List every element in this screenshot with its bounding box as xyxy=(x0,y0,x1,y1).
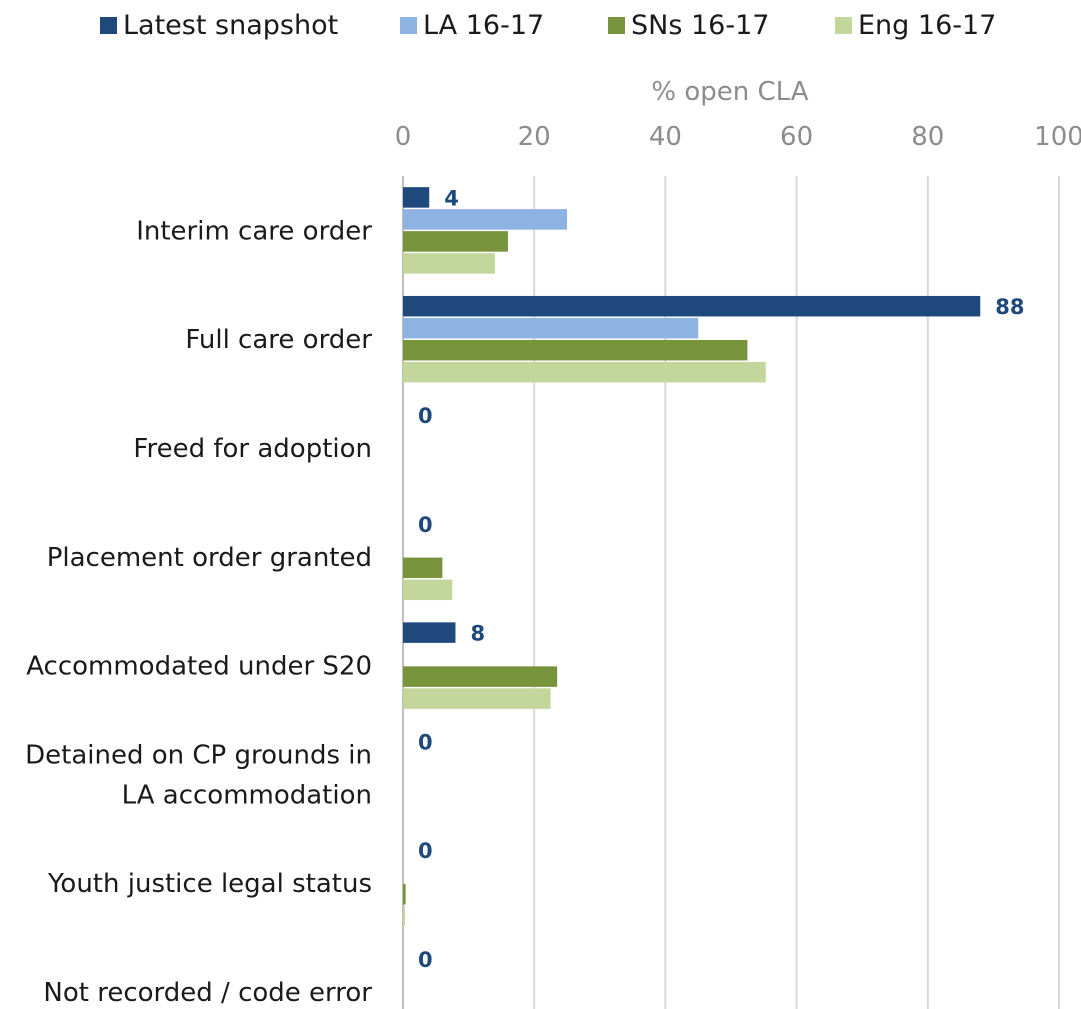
legend-swatch xyxy=(100,16,117,34)
bar xyxy=(403,339,748,361)
data-label: 0 xyxy=(418,730,433,754)
bar xyxy=(403,253,495,274)
legend-swatch xyxy=(400,16,417,34)
bars xyxy=(403,187,981,927)
bar xyxy=(403,905,405,927)
x-axis-label: % open CLA xyxy=(651,77,808,107)
bar xyxy=(403,361,766,383)
x-tick-label: 100 xyxy=(1034,122,1081,152)
legend-item-sns-16-17: SNs 16-17 xyxy=(608,8,769,42)
category-label: Youth justice legal status xyxy=(47,869,372,899)
legend-swatch xyxy=(608,16,625,34)
bar xyxy=(403,666,558,687)
bar xyxy=(403,622,456,643)
x-axis-ticks: 0 20 40 60 80 100 xyxy=(395,122,1081,152)
bar xyxy=(403,231,508,252)
bar xyxy=(403,579,453,601)
data-label: 0 xyxy=(418,513,433,537)
x-tick-label: 20 xyxy=(518,122,551,152)
x-tick-label: 0 xyxy=(395,122,412,152)
data-labels: 4 88 0 0 8 0 0 0 xyxy=(418,186,1025,972)
bar xyxy=(403,295,981,317)
bar xyxy=(403,688,551,709)
category-label: Detained on CP grounds in LA accommodatio… xyxy=(25,740,372,810)
bar xyxy=(403,187,430,208)
category-label: Placement order granted xyxy=(47,543,372,573)
category-label: Freed for adoption xyxy=(133,434,372,464)
data-label: 0 xyxy=(418,404,433,428)
data-label: 88 xyxy=(995,295,1024,319)
data-label: 4 xyxy=(444,186,459,210)
data-label: 0 xyxy=(418,948,433,972)
legend-label: LA 16-17 xyxy=(423,9,545,41)
category-labels: Interim care order Full care order Freed f… xyxy=(25,216,372,1008)
legend-label: SNs 16-17 xyxy=(631,9,770,41)
legend-label: Eng 16-17 xyxy=(858,9,997,41)
x-tick-label: 40 xyxy=(649,122,682,152)
data-label: 0 xyxy=(418,839,433,863)
chart-legend: Latest snapshot LA 16-17 SNs 16-17 Eng 1… xyxy=(0,0,1081,50)
bar xyxy=(403,317,699,339)
x-tick-label: 80 xyxy=(911,122,944,152)
legend-item-latest-snapshot: Latest snapshot xyxy=(100,8,338,42)
category-label: Interim care order xyxy=(136,216,372,246)
category-label: Accommodated under S20 xyxy=(26,652,372,682)
data-label: 8 xyxy=(470,622,485,646)
bar xyxy=(403,557,443,579)
legend-item-la-16-17: LA 16-17 xyxy=(400,8,544,42)
legend-label: Latest snapshot xyxy=(123,9,339,41)
category-label: Not recorded / code error xyxy=(43,978,372,1008)
category-label: Full care order xyxy=(185,325,372,355)
bar xyxy=(403,209,567,230)
legend-swatch xyxy=(835,16,852,34)
bar xyxy=(403,883,406,905)
x-tick-label: 60 xyxy=(780,122,813,152)
legend-item-eng-16-17: Eng 16-17 xyxy=(835,8,996,42)
